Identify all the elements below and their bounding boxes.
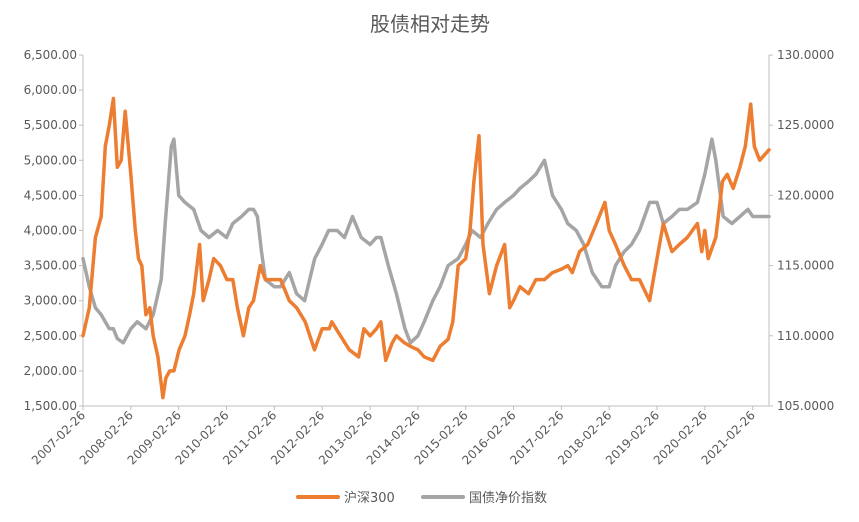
legend-item-bond-index-label: 国债净价指数 (469, 491, 547, 506)
right-tick-label: 110.0000 (777, 329, 834, 343)
right-y-axis: 105.0000 110.0000 115.0000 120.0000 125.0000… (768, 48, 834, 413)
series-line-bond-index (81, 137, 771, 345)
left-tick-label: 5,000.00 (24, 153, 77, 167)
left-tick-label: 3,000.00 (24, 294, 77, 308)
x-axis: 2007-02-262008-02-262009-02-262010-02-26… (29, 405, 769, 467)
left-tick-label: 4,500.00 (24, 188, 77, 202)
right-tick-label: 115.0000 (777, 259, 834, 273)
left-tick-label: 3,500.00 (24, 259, 77, 273)
right-tick-label: 105.0000 (777, 399, 834, 413)
chart-title: 股债相对走势 (370, 12, 490, 36)
legend-item-hs300-label: 沪深300 (344, 490, 395, 506)
left-tick-label: 4,000.00 (24, 224, 77, 238)
right-tick-label: 130.0000 (777, 48, 834, 62)
left-tick-label: 2,500.00 (24, 329, 77, 343)
left-tick-label: 1,500.00 (24, 399, 77, 413)
plot-area (81, 96, 771, 400)
left-tick-label: 5,500.00 (24, 118, 77, 132)
legend: 沪深300 国债净价指数 (296, 490, 547, 506)
right-tick-label: 120.0000 (777, 188, 834, 202)
left-y-axis: 1,500.00 2,000.00 2,500.00 3,000.00 3,500.00… (24, 48, 84, 413)
left-tick-label: 6,500.00 (24, 48, 77, 62)
series-line-hs300 (81, 96, 771, 400)
right-tick-label: 125.0000 (777, 118, 834, 132)
left-tick-label: 6,000.00 (24, 83, 77, 97)
left-tick-label: 2,000.00 (24, 364, 77, 378)
